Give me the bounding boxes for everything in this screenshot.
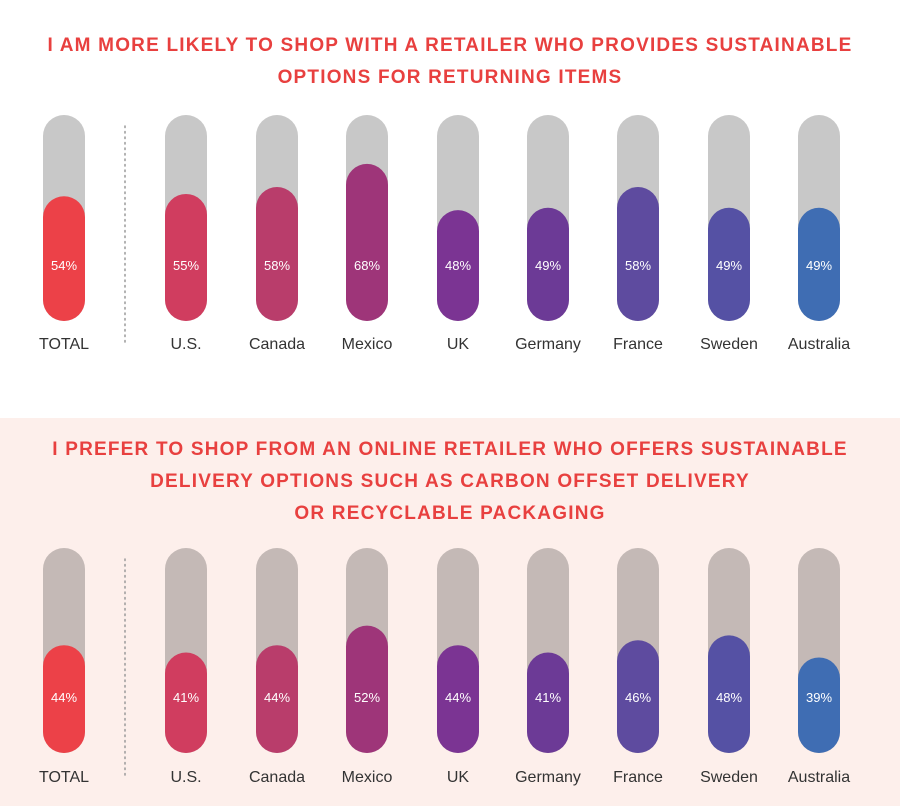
category-label: Mexico (342, 336, 393, 353)
category-label: France (613, 336, 663, 353)
chart-section-returns: I AM MORE LIKELY TO SHOP WITH A RETAILER… (0, 30, 900, 353)
bar-chart-delivery: 44% TOTAL 41% U.S. 44% Canada 52% Mexico 44% UK 41… (39, 548, 850, 786)
bar-value-label: 39% (806, 690, 832, 705)
bar-australia (798, 207, 840, 321)
bar-value-label: 54% (51, 258, 77, 273)
category-label: UK (447, 769, 470, 786)
bar-us (165, 193, 207, 321)
chart-title-line: DELIVERY OPTIONS SUCH AS CARBON OFFSET D… (150, 471, 750, 492)
category-label: Australia (788, 769, 850, 786)
chart-title: I AM MORE LIKELY TO SHOP WITH A RETAILER… (0, 30, 900, 94)
category-label: TOTAL (39, 769, 89, 786)
category-label: U.S. (170, 336, 201, 353)
bar-australia (798, 657, 840, 753)
bar-france (617, 187, 659, 321)
bar-canada (256, 187, 298, 321)
category-label: Canada (249, 336, 305, 353)
bar-value-label: 52% (354, 690, 380, 705)
bar-value-label: 58% (625, 258, 651, 273)
chart-section-delivery: I PREFER TO SHOP FROM AN ONLINE RETAILER… (0, 418, 900, 806)
bar-value-label: 41% (535, 690, 561, 705)
bar-sweden (708, 207, 750, 321)
category-label: Australia (788, 336, 850, 353)
bar-value-label: 44% (264, 690, 290, 705)
bar-uk (437, 210, 479, 321)
chart-title-line: OR RECYCLABLE PACKAGING (294, 503, 606, 524)
bar-value-label: 55% (173, 258, 199, 273)
bar-germany (527, 207, 569, 321)
bar-us (165, 652, 207, 753)
bar-value-label: 46% (625, 690, 651, 705)
category-label: France (613, 769, 663, 786)
chart-title-line: I AM MORE LIKELY TO SHOP WITH A RETAILER… (47, 35, 853, 56)
bar-total (43, 645, 85, 753)
bar-mexico (346, 625, 388, 753)
category-label: TOTAL (39, 336, 89, 353)
bar-sweden (708, 635, 750, 753)
bar-value-label: 48% (445, 258, 471, 273)
bar-value-label: 68% (354, 258, 380, 273)
bar-chart-returns: 54% TOTAL 55% U.S. 58% Canada 68% Mexico 48% UK 49… (39, 115, 850, 353)
category-label: Germany (515, 769, 581, 786)
bar-value-label: 49% (806, 258, 832, 273)
chart-title-line: I PREFER TO SHOP FROM AN ONLINE RETAILER… (52, 439, 848, 460)
bar-value-label: 44% (445, 690, 471, 705)
bar-value-label: 49% (535, 258, 561, 273)
bar-uk (437, 645, 479, 753)
bar-germany (527, 652, 569, 753)
bar-value-label: 44% (51, 690, 77, 705)
bar-france (617, 640, 659, 753)
bar-mexico (346, 163, 388, 321)
chart-title: I PREFER TO SHOP FROM AN ONLINE RETAILER… (0, 434, 900, 530)
bar-value-label: 41% (173, 690, 199, 705)
category-label: U.S. (170, 769, 201, 786)
bar-value-label: 48% (716, 690, 742, 705)
bar-value-label: 58% (264, 258, 290, 273)
category-label: Germany (515, 336, 581, 353)
category-label: Sweden (700, 769, 758, 786)
bar-total (43, 196, 85, 321)
category-label: Mexico (342, 769, 393, 786)
category-label: Sweden (700, 336, 758, 353)
chart-title-line: OPTIONS FOR RETURNING ITEMS (277, 67, 623, 88)
bar-canada (256, 645, 298, 753)
category-label: UK (447, 336, 470, 353)
bar-value-label: 49% (716, 258, 742, 273)
category-label: Canada (249, 769, 305, 786)
